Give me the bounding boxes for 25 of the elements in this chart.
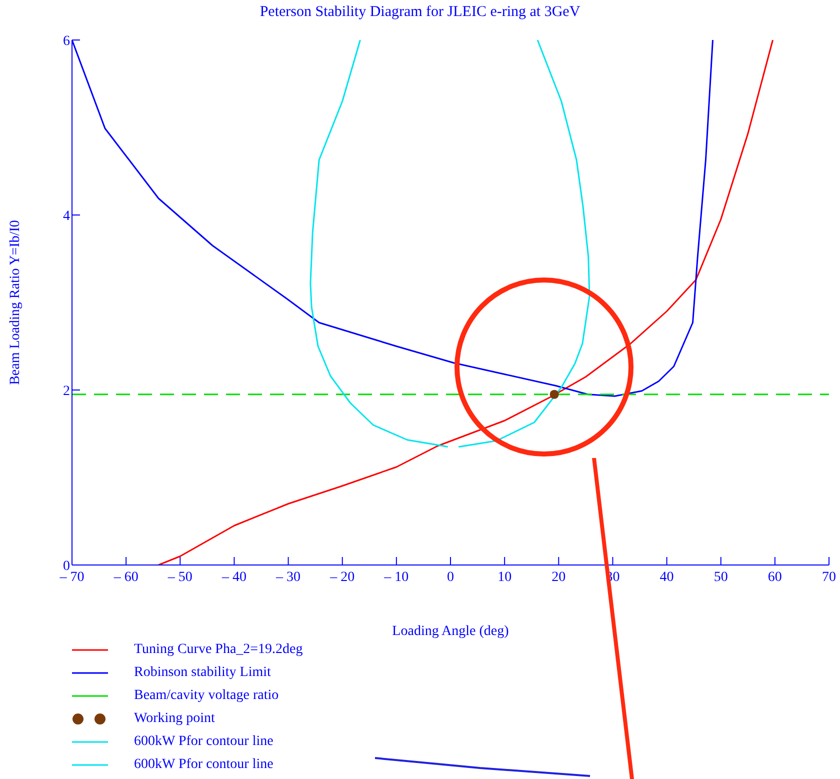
x-tick-label: 50 [714, 570, 728, 585]
x-tick-label: 20 [552, 570, 566, 585]
x-tick-label: – 60 [112, 570, 138, 585]
x-tick-label: 70 [822, 570, 836, 585]
x-tick-label: 10 [498, 570, 512, 585]
y-tick-label: 2 [63, 384, 70, 399]
legend-label: Working point [134, 710, 215, 726]
x-tick-label: – 40 [220, 570, 246, 585]
x-tick-label: 40 [660, 570, 674, 585]
y-tick-label: 6 [63, 34, 70, 49]
y-axis-title: Beam Loading Ratio Y=Ib/I0 [8, 220, 23, 385]
x-tick-label: – 30 [275, 570, 301, 585]
chart-title: Peterson Stability Diagram for JLEIC e-ring at 3GeV [258, 4, 582, 21]
legend-label: Beam/cavity voltage ratio [134, 688, 279, 704]
x-tick-label: 60 [768, 570, 782, 585]
legend-label: 600kW Pfor contour line [134, 756, 274, 772]
x-tick-label: 0 [447, 570, 454, 585]
x-tick-label: – 20 [329, 570, 355, 585]
legend-label: Robinson stability Limit [134, 664, 271, 680]
legend-label: 600kW Pfor contour line [134, 734, 274, 750]
x-tick-label: – 10 [383, 570, 409, 585]
y-tick-label: 4 [63, 208, 70, 224]
x-tick-label: – 50 [166, 570, 192, 585]
legend-label: Tuning Curve Pha_2=19.2deg [134, 642, 303, 658]
x-axis-title: Loading Angle (deg) [392, 624, 510, 639]
